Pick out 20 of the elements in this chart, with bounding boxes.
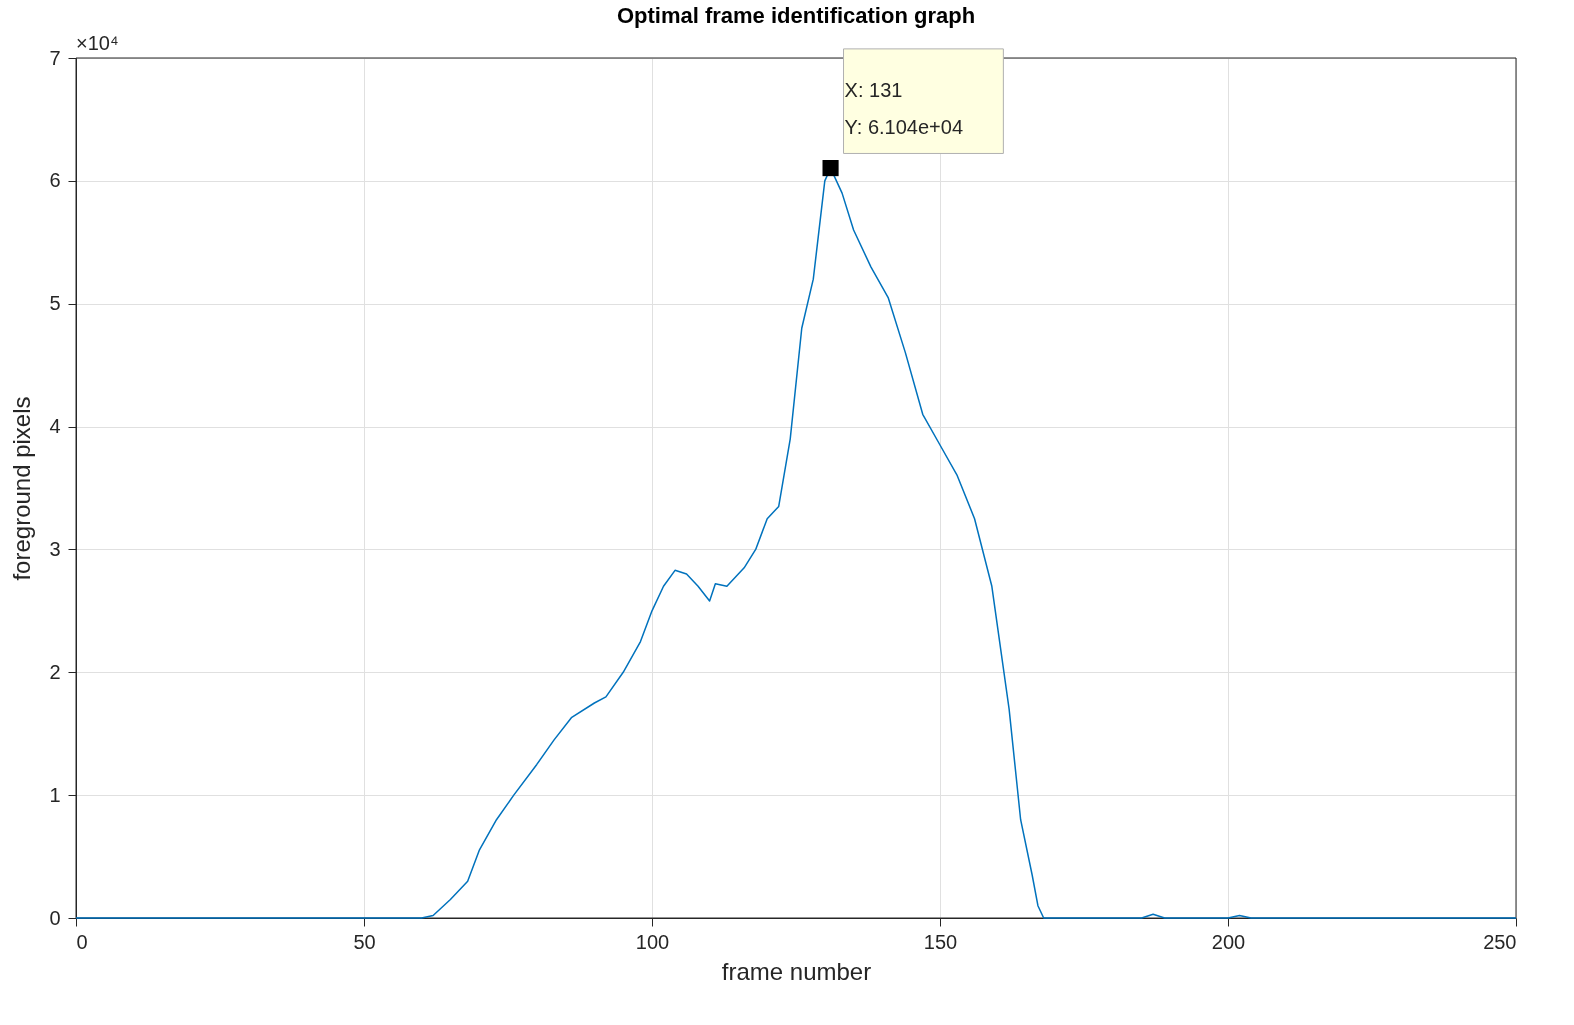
y-tick-label: 6 (49, 169, 61, 192)
x-tick-label: 150 (923, 930, 958, 953)
x-axis-title: frame number (721, 957, 872, 985)
y-tick-label: 5 (49, 292, 61, 315)
annotation: Y: 6.104e+04 (844, 116, 964, 139)
y-tick-label: 2 (49, 660, 61, 683)
y-axis-title: foreground pixels (8, 396, 36, 581)
y-tick-label: 4 (49, 415, 61, 438)
text: ×10⁴ (76, 32, 119, 54)
x-tick-label: 200 (1211, 930, 1246, 953)
y-tick-label: 7 (49, 46, 61, 69)
y-tick-label: 0 (49, 906, 61, 929)
annotation: X: 131 (844, 79, 903, 102)
y-tick-label: 1 (49, 783, 61, 806)
y-tick-label: 3 (49, 537, 61, 560)
x-tick-label: 50 (353, 930, 376, 953)
x-tick-label: 0 (76, 930, 88, 953)
x-tick-label: 250 (1483, 930, 1517, 953)
chart-title: Optimal frame identification graph (616, 3, 976, 28)
x-tick-label: 100 (635, 930, 670, 953)
